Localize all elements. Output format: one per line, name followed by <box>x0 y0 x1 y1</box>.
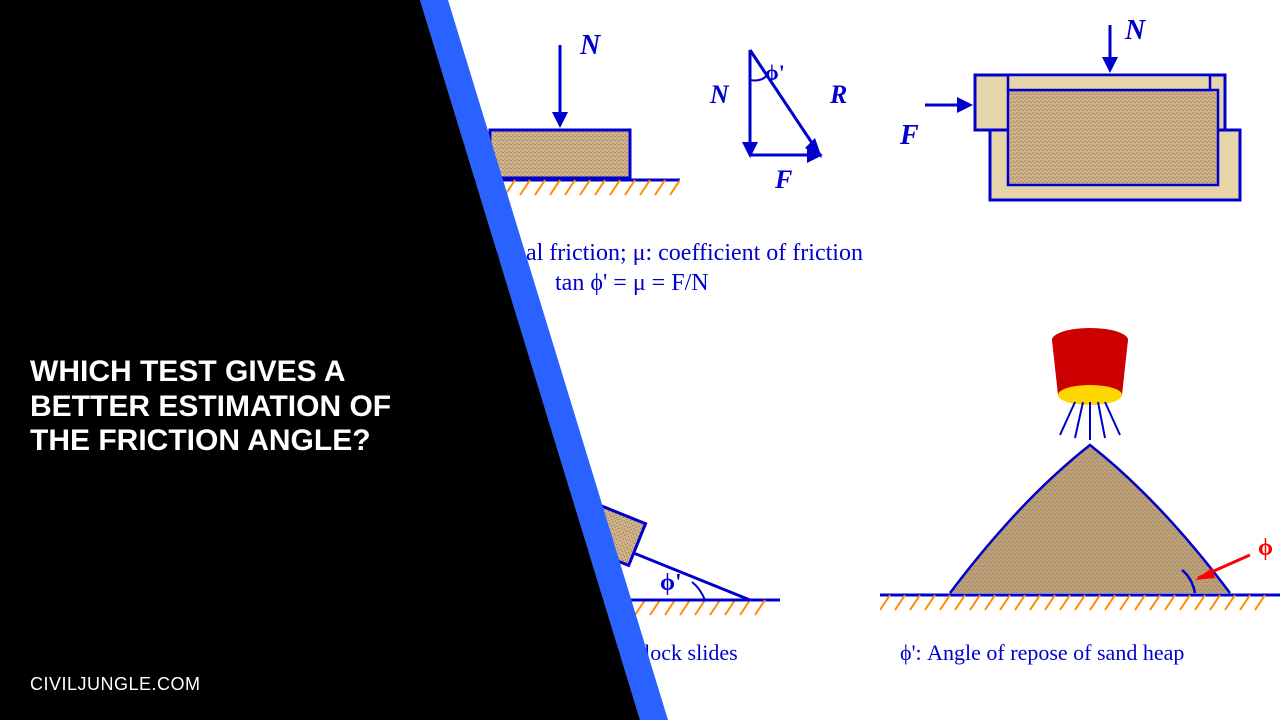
label-R: R <box>830 80 847 110</box>
diagram-sandheap <box>880 320 1280 630</box>
label-N2: N <box>710 80 729 110</box>
diagram-shearbox <box>920 20 1260 220</box>
formula-line1: internal friction; μ: coefficient of fri… <box>470 240 863 267</box>
label-N1: N <box>580 30 600 62</box>
label-F2: F <box>775 165 792 195</box>
label-phi1: ϕ' <box>765 60 785 86</box>
formula-line2: tan ϕ' = μ = F/N <box>555 270 709 297</box>
footer-brand: CIVILJUNGLE.COM <box>30 674 201 695</box>
label-phi2: ϕ' <box>660 570 682 597</box>
label-F3: F <box>900 120 919 152</box>
label-N3: N <box>1125 15 1145 47</box>
caption-repose: ϕ': Angle of repose of sand heap <box>900 640 1184 666</box>
label-phi4: ϕ <box>1258 535 1273 562</box>
page-title: WHICH TEST GIVES A BETTER ESTIMATION OF … <box>30 355 410 459</box>
